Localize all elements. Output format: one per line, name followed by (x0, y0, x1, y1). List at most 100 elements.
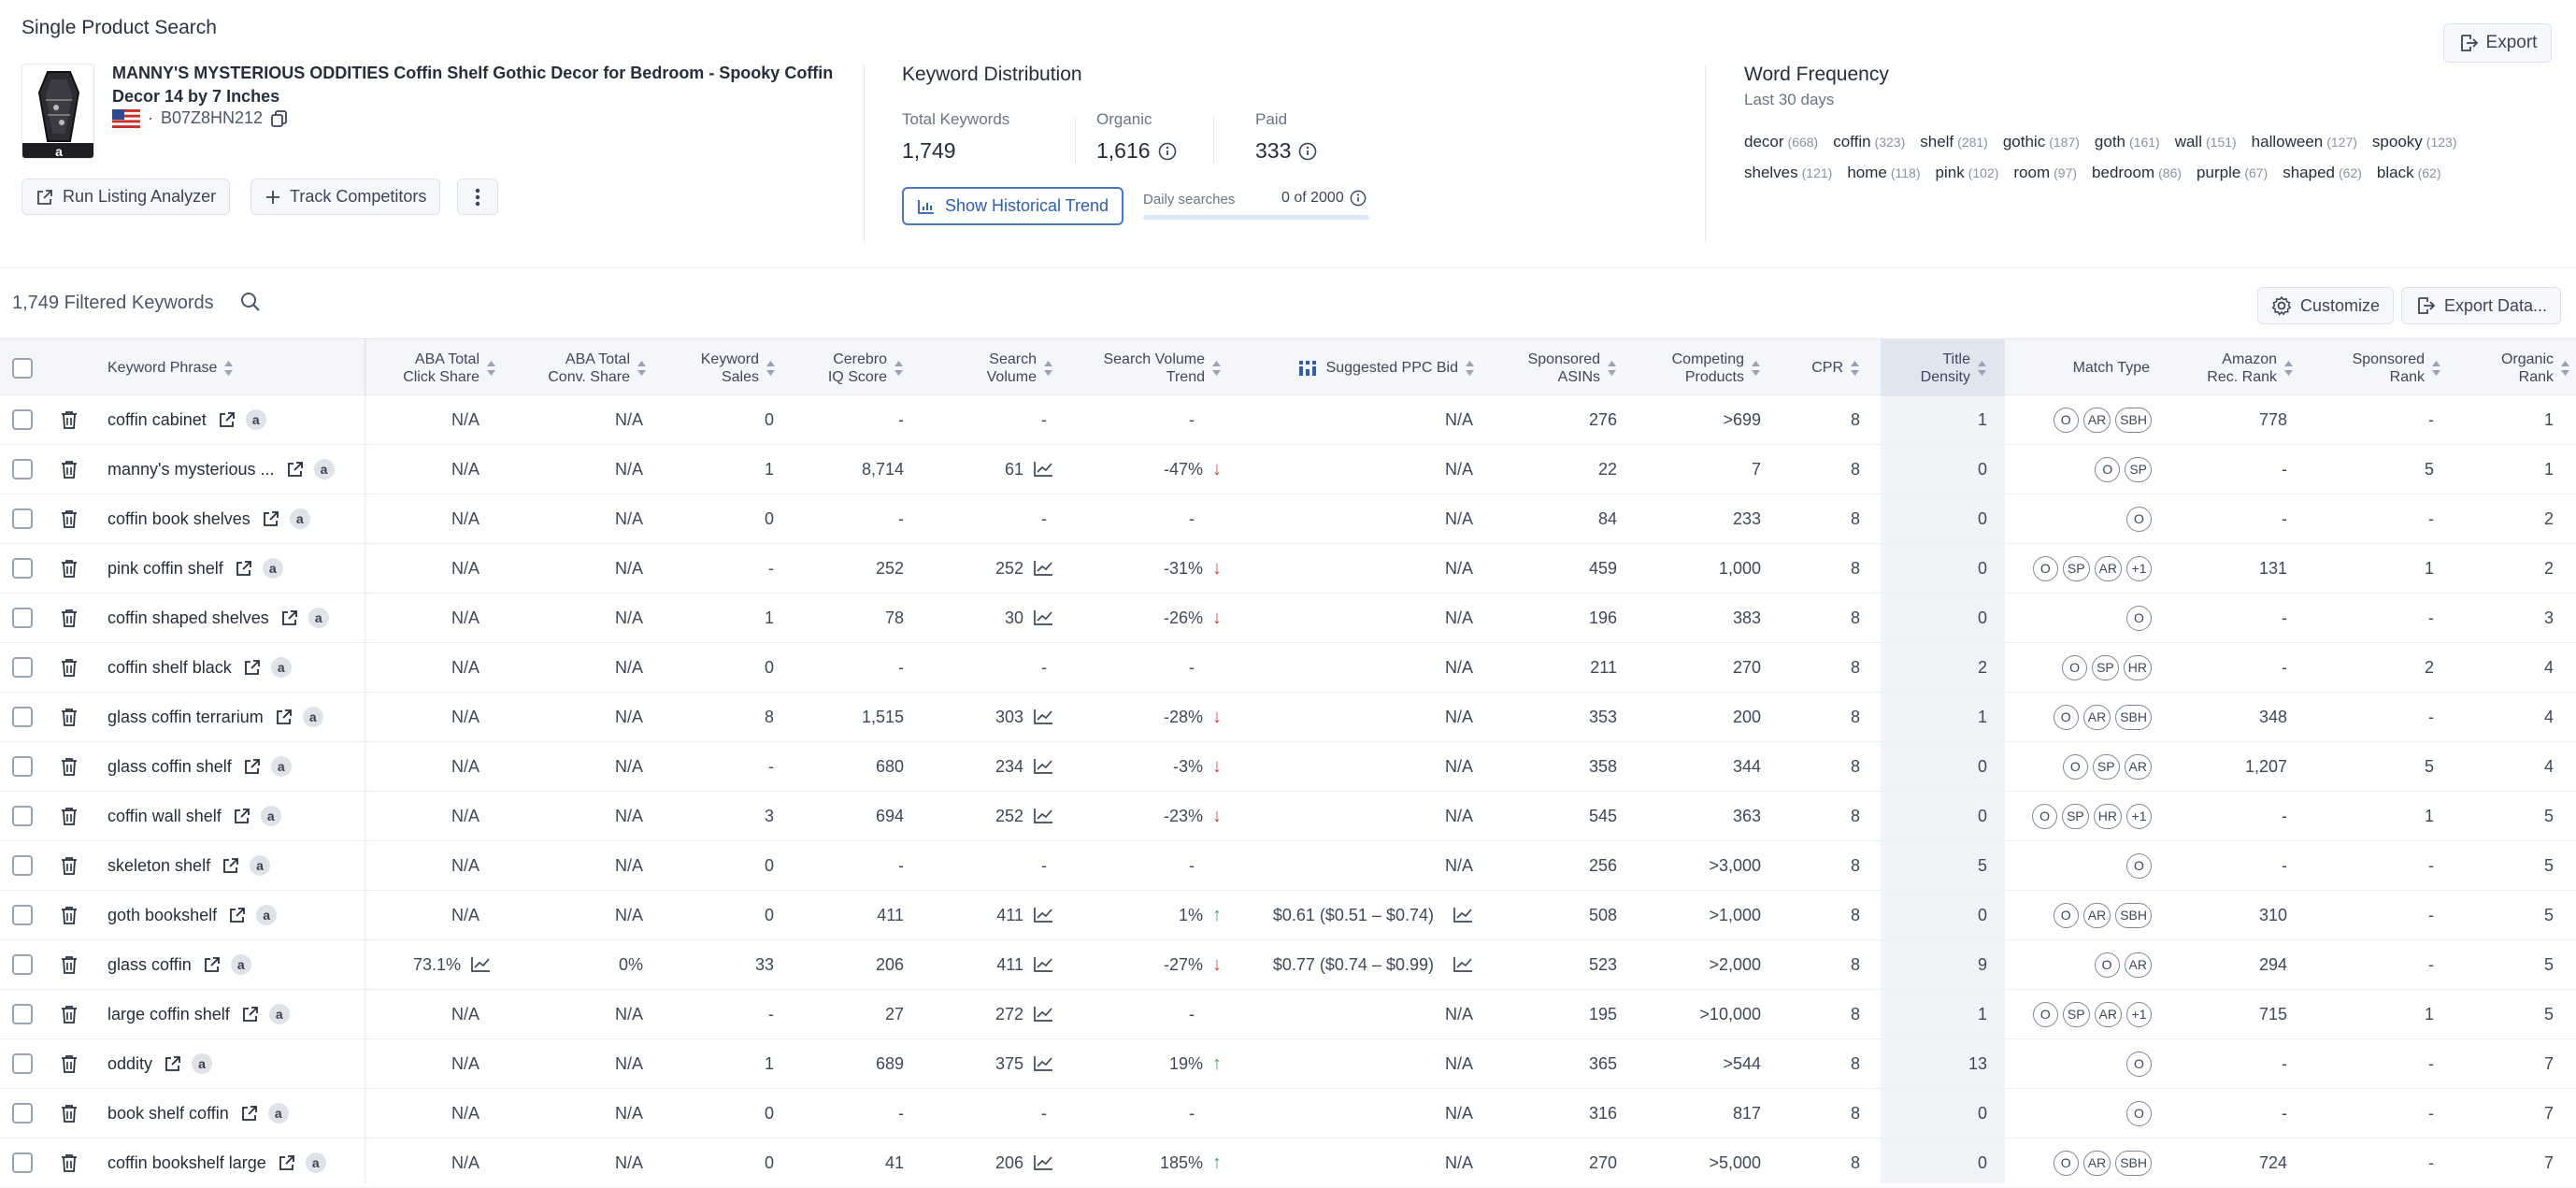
amazon-badge-icon[interactable]: a (270, 756, 292, 777)
info-icon[interactable] (1158, 142, 1177, 161)
sort-icon[interactable] (1043, 360, 1053, 377)
show-historical-trend-button[interactable]: Show Historical Trend (902, 187, 1123, 225)
match-type-badge[interactable]: +1 (2126, 555, 2152, 581)
match-type-badge[interactable]: HR (2093, 803, 2122, 829)
line-chart-icon[interactable] (1033, 609, 1053, 626)
external-link-icon[interactable] (275, 708, 293, 726)
sort-icon[interactable] (1607, 360, 1617, 377)
row-checkbox[interactable] (12, 558, 33, 579)
keyword-phrase[interactable]: coffin cabinet (107, 409, 207, 429)
line-chart-icon[interactable] (1033, 461, 1053, 478)
trash-icon[interactable] (61, 1153, 78, 1172)
trash-icon[interactable] (61, 460, 78, 479)
line-chart-icon[interactable] (1033, 1055, 1053, 1072)
word-frequency-item[interactable]: gothic (187) (2003, 133, 2080, 151)
keyword-phrase[interactable]: goth bookshelf (107, 905, 218, 924)
word-frequency-item[interactable]: black (62) (2377, 164, 2441, 182)
keyword-phrase[interactable]: book shelf coffin (107, 1103, 229, 1123)
header-competing-products[interactable]: Competing Products (1626, 339, 1761, 396)
match-type-badge[interactable]: SP (2125, 456, 2152, 482)
row-checkbox[interactable] (12, 508, 33, 529)
row-checkbox[interactable] (12, 1152, 33, 1173)
line-chart-icon[interactable] (1033, 808, 1053, 824)
keyword-phrase[interactable]: coffin wall shelf (107, 806, 222, 825)
trash-icon[interactable] (61, 708, 78, 726)
sort-icon[interactable] (2431, 360, 2441, 377)
keyword-phrase[interactable]: oddity (107, 1053, 153, 1073)
copy-icon[interactable] (270, 109, 289, 128)
info-icon[interactable] (1298, 142, 1317, 161)
sort-icon[interactable] (894, 360, 904, 377)
match-type-badge[interactable]: O (2126, 605, 2152, 631)
external-link-icon[interactable] (203, 955, 222, 974)
amazon-badge-icon[interactable]: a (305, 1152, 326, 1173)
external-link-icon[interactable] (278, 1153, 296, 1172)
external-link-icon[interactable] (240, 1104, 259, 1123)
keyword-phrase[interactable]: glass coffin shelf (107, 756, 232, 776)
keyword-phrase[interactable]: coffin shelf black (107, 657, 232, 677)
match-type-badge[interactable]: O (2053, 1150, 2079, 1176)
word-frequency-item[interactable]: shelf (281) (1920, 133, 1988, 151)
row-checkbox[interactable] (12, 1004, 33, 1024)
external-link-icon[interactable] (286, 460, 305, 479)
word-frequency-item[interactable]: coffin (323) (1833, 133, 1905, 151)
word-frequency-item[interactable]: shelves (121) (1744, 164, 1832, 182)
match-type-badge[interactable]: AR (2094, 555, 2122, 581)
amazon-badge-icon[interactable]: a (270, 657, 292, 678)
external-link-icon[interactable] (222, 856, 240, 875)
amazon-badge-icon[interactable]: a (230, 954, 251, 975)
row-checkbox[interactable] (12, 905, 33, 925)
amazon-badge-icon[interactable]: a (245, 409, 266, 430)
more-options-button[interactable] (457, 179, 498, 215)
trash-icon[interactable] (61, 1005, 78, 1023)
row-checkbox[interactable] (12, 1103, 33, 1124)
run-listing-analyzer-button[interactable]: Run Listing Analyzer (21, 179, 231, 215)
keyword-phrase[interactable]: glass coffin terrarium (107, 707, 264, 726)
match-type-badge[interactable]: O (2032, 803, 2058, 829)
amazon-badge-icon[interactable]: a (308, 608, 329, 628)
match-type-badge[interactable]: O (2126, 852, 2152, 879)
sort-icon[interactable] (1977, 360, 1987, 377)
word-frequency-item[interactable]: home (118) (1847, 164, 1920, 182)
header-sponsored-rank[interactable]: Sponsored Rank (2309, 339, 2441, 396)
line-chart-icon[interactable] (1033, 1154, 1053, 1171)
word-frequency-item[interactable]: shaped (62) (2283, 164, 2362, 182)
external-link-icon[interactable] (218, 410, 236, 429)
match-type-badge[interactable]: O (2126, 1100, 2152, 1126)
match-type-badge[interactable]: O (2062, 654, 2088, 680)
match-type-badge[interactable]: SBH (2115, 704, 2152, 730)
amazon-badge-icon[interactable]: a (289, 508, 310, 529)
match-type-badge[interactable]: SP (2062, 803, 2089, 829)
export-data-button[interactable]: Export Data... (2401, 287, 2562, 324)
trash-icon[interactable] (61, 955, 78, 974)
trash-icon[interactable] (61, 658, 78, 677)
external-link-icon[interactable] (233, 807, 251, 825)
keyword-phrase[interactable]: coffin shaped shelves (107, 608, 269, 627)
keyword-phrase[interactable]: coffin book shelves (107, 508, 250, 528)
header-title-density[interactable]: Title Density (1881, 339, 2005, 396)
match-type-badge[interactable]: AR (2082, 704, 2111, 730)
keyword-phrase[interactable]: skeleton shelf (107, 855, 211, 875)
match-type-badge[interactable]: O (2053, 407, 2079, 433)
sort-icon[interactable] (1211, 360, 1222, 377)
trash-icon[interactable] (61, 1054, 78, 1073)
match-type-badge[interactable]: AR (2124, 753, 2152, 780)
search-icon[interactable] (239, 291, 262, 313)
word-frequency-item[interactable]: spooky (123) (2372, 133, 2457, 151)
external-link-icon[interactable] (280, 608, 299, 627)
header-search-volume-trend[interactable]: Search Volume Trend (1061, 339, 1222, 396)
row-checkbox[interactable] (12, 1053, 33, 1074)
line-chart-icon[interactable] (1453, 907, 1473, 923)
match-type-badge[interactable]: O (2032, 1001, 2058, 1027)
amazon-badge-icon[interactable]: a (313, 459, 335, 479)
row-checkbox[interactable] (12, 707, 33, 727)
track-competitors-button[interactable]: Track Competitors (250, 179, 441, 215)
sort-icon[interactable] (1751, 360, 1761, 377)
match-type-badge[interactable]: SBH (2115, 1150, 2152, 1176)
match-type-badge[interactable]: AR (2082, 1150, 2111, 1176)
match-type-badge[interactable]: SP (2062, 555, 2090, 581)
match-type-badge[interactable]: O (2126, 506, 2152, 532)
line-chart-icon[interactable] (1033, 758, 1053, 775)
row-checkbox[interactable] (12, 855, 33, 876)
header-keyword-phrase[interactable]: Keyword Phrase (107, 339, 248, 396)
